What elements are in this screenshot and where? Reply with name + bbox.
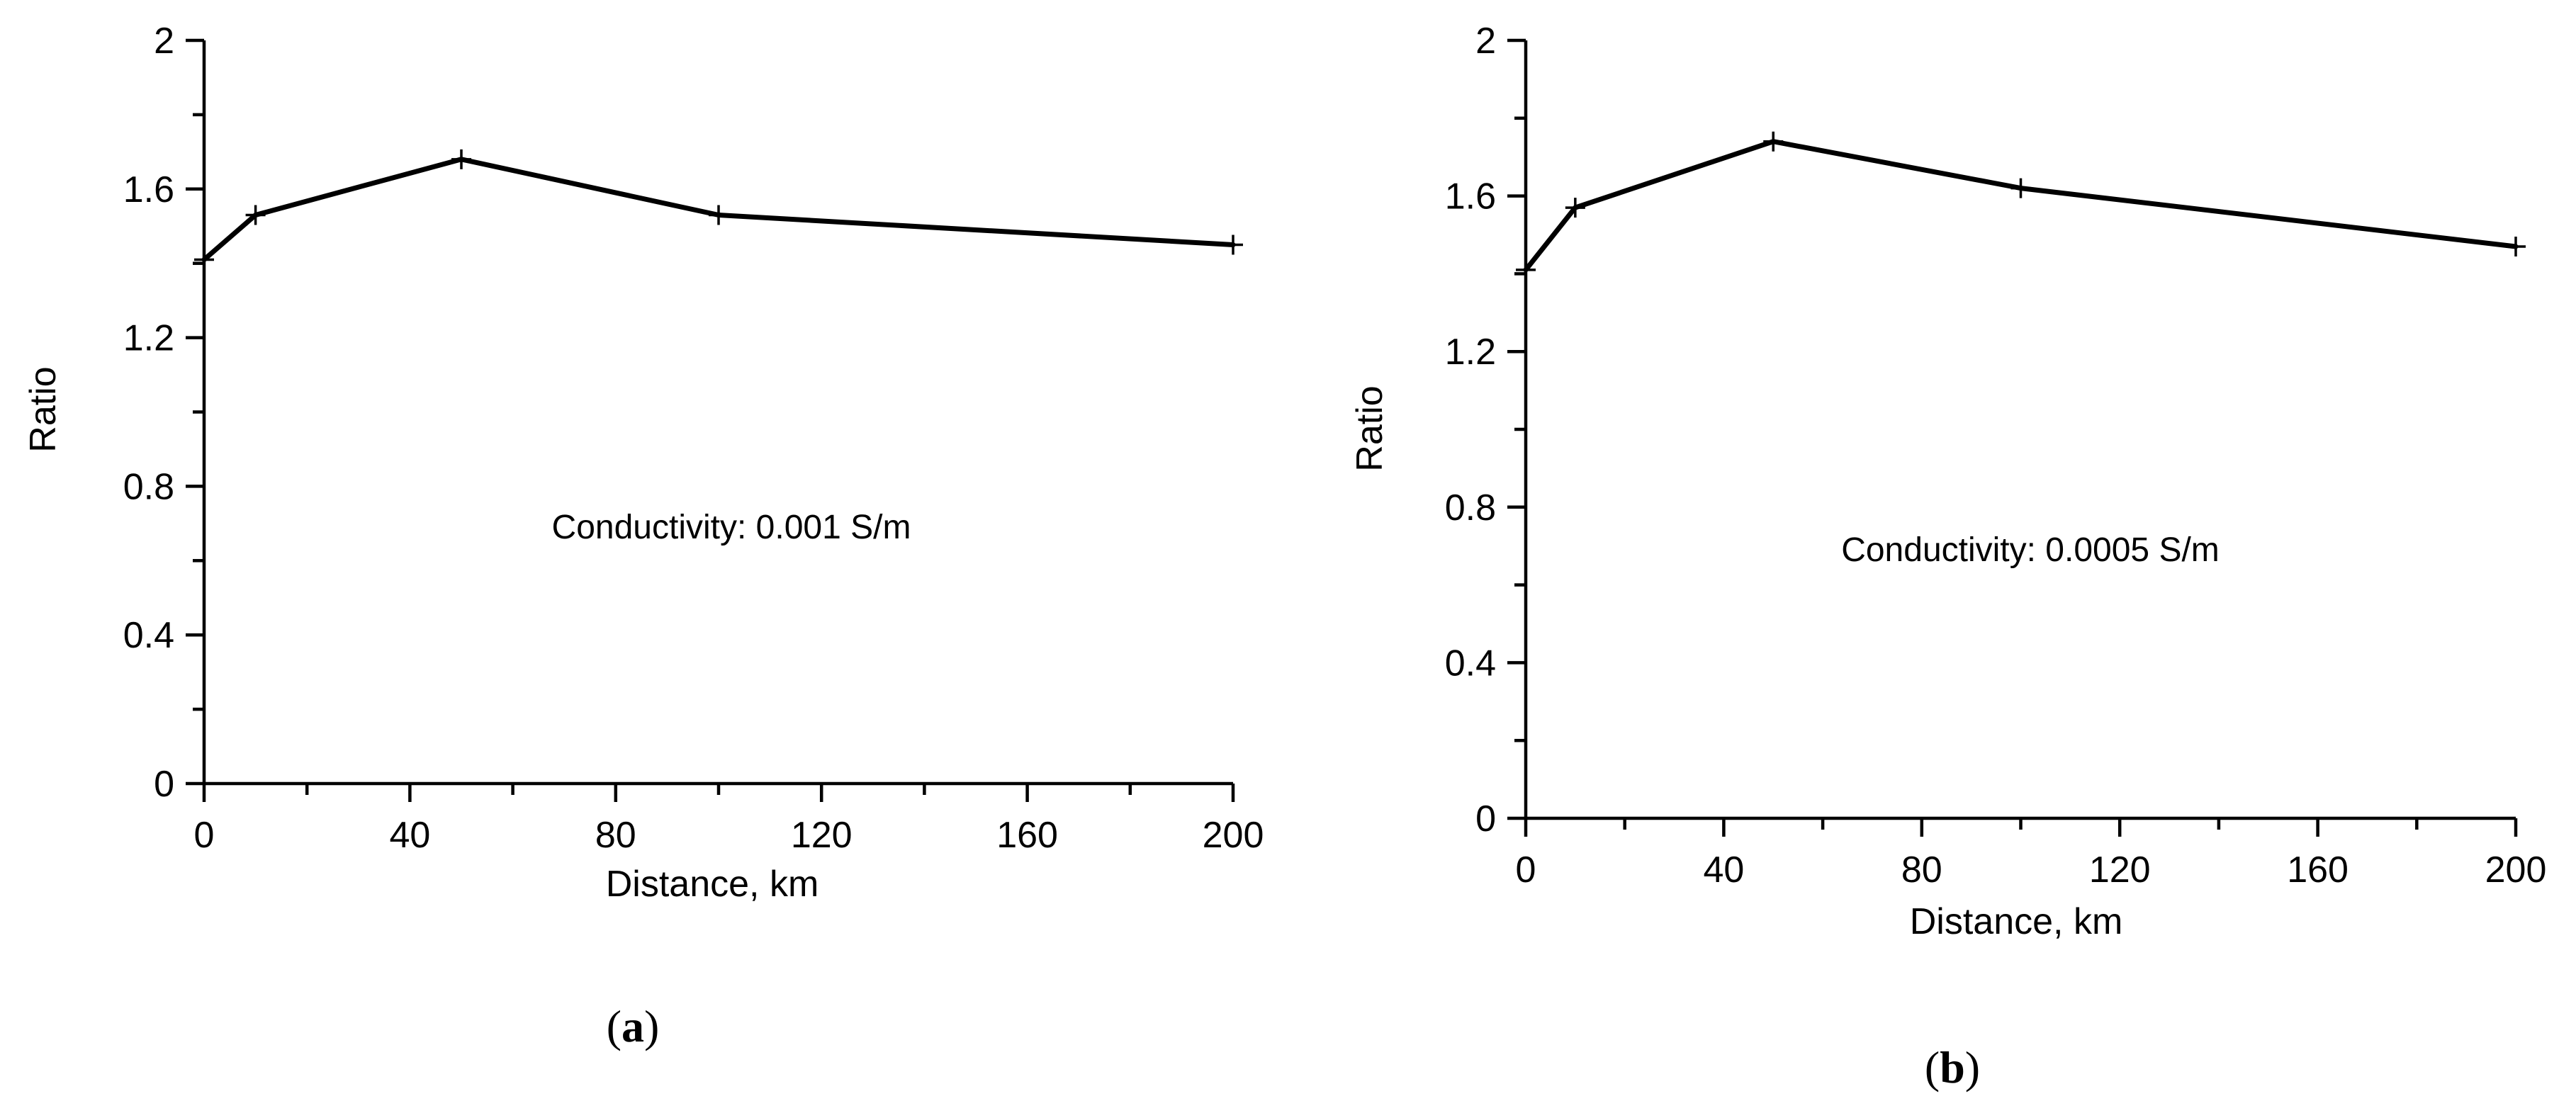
x-tick-label-b-5: 200 bbox=[2485, 849, 2547, 891]
y-tick-label-b-0: 0 bbox=[1475, 798, 1496, 840]
y-tick-label-a-3: 1.2 bbox=[123, 318, 174, 359]
y-tick-label-b-1: 0.4 bbox=[1445, 643, 1496, 684]
x-tick-label-a-2: 80 bbox=[595, 815, 636, 856]
data-point-a-4 bbox=[1223, 235, 1243, 255]
y-tick-label-a-4: 1.6 bbox=[123, 169, 174, 210]
panel-caption-b: (b) bbox=[1925, 1042, 1980, 1092]
x-tick-label-a-0: 0 bbox=[194, 815, 215, 856]
y-tick-label-a-2: 0.8 bbox=[123, 466, 174, 507]
data-point-b-2 bbox=[1763, 131, 1784, 152]
chart-panel-b: 0 0.4 0.8 1.2 1.6 2 0 40 80 120 160 200 Distance, k… bbox=[1349, 21, 2546, 1092]
x-tick-label-b-0: 0 bbox=[1516, 849, 1536, 891]
data-point-a-3 bbox=[709, 205, 729, 225]
x-tick-label-b-2: 80 bbox=[1901, 849, 1942, 891]
y-tick-label-a-1: 0.4 bbox=[123, 615, 174, 656]
y-axis-label-a: Ratio bbox=[23, 366, 64, 452]
plot-area-a: 0 0.4 0.8 1.2 1.6 2 0 40 80 120 160 200 bbox=[123, 21, 1264, 856]
y-tick-label-b-3: 1.2 bbox=[1445, 332, 1496, 373]
x-tick-label-a-3: 120 bbox=[791, 815, 853, 856]
y-tick-label-a-0: 0 bbox=[154, 764, 174, 805]
x-axis-label-a: Distance, km bbox=[606, 864, 819, 905]
plot-area-b: 0 0.4 0.8 1.2 1.6 2 0 40 80 120 160 200 bbox=[1445, 21, 2547, 891]
chart-panel-a: 0 0.4 0.8 1.2 1.6 2 0 40 80 120 160 200 Distance, k… bbox=[23, 21, 1264, 1051]
y-tick-label-a-5: 2 bbox=[154, 21, 174, 62]
x-tick-label-a-1: 40 bbox=[389, 815, 430, 856]
panel-caption-a: (a) bbox=[607, 1001, 660, 1051]
x-tick-label-b-1: 40 bbox=[1703, 849, 1744, 891]
x-tick-label-b-4: 160 bbox=[2287, 849, 2349, 891]
data-point-b-4 bbox=[2506, 236, 2526, 256]
x-tick-label-b-3: 120 bbox=[2089, 849, 2151, 891]
data-point-a-2 bbox=[451, 149, 471, 169]
data-point-b-0 bbox=[1516, 259, 1536, 280]
annotation-conductivity-b: Conductivity: 0.0005 S/m bbox=[1841, 531, 2220, 569]
x-tick-label-a-5: 200 bbox=[1203, 815, 1264, 856]
y-tick-label-b-4: 1.6 bbox=[1445, 176, 1496, 217]
data-point-a-1 bbox=[245, 205, 266, 225]
y-tick-label-b-2: 0.8 bbox=[1445, 487, 1496, 529]
y-axis-label-b: Ratio bbox=[1349, 385, 1390, 471]
data-point-a-0 bbox=[194, 249, 214, 270]
data-point-b-3 bbox=[2010, 178, 2031, 198]
x-axis-label-b: Distance, km bbox=[1910, 901, 2123, 942]
annotation-conductivity-a: Conductivity: 0.001 S/m bbox=[552, 509, 911, 546]
data-point-b-1 bbox=[1565, 198, 1585, 218]
x-tick-label-a-4: 160 bbox=[996, 815, 1058, 856]
y-tick-label-b-5: 2 bbox=[1475, 21, 1496, 62]
